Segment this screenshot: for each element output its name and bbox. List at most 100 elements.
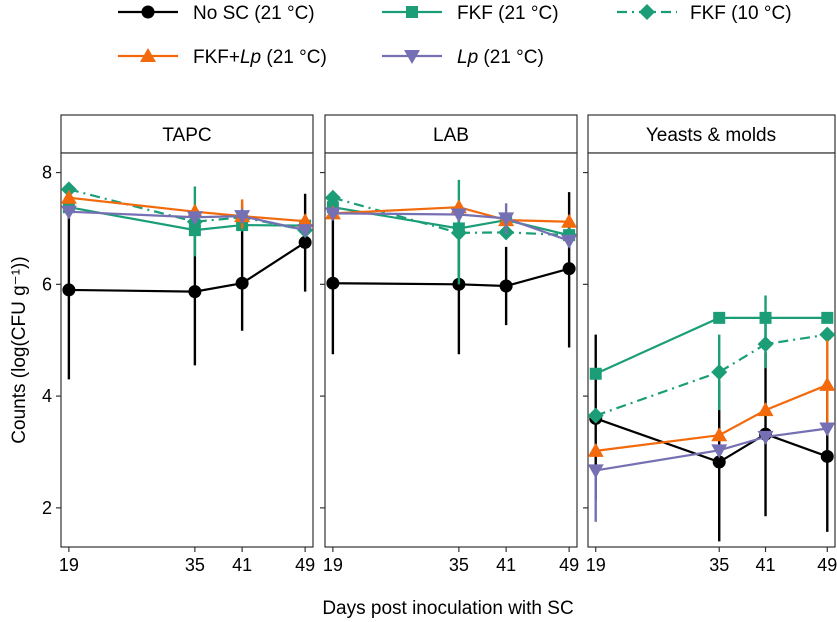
point-lp-19	[60, 205, 77, 220]
panel-data-lab	[324, 179, 578, 355]
series-line-lp	[332, 212, 570, 242]
point-lp-49	[819, 422, 836, 437]
x-tick-label-yeasts-molds-19: 19	[586, 555, 606, 575]
point-fkf10-41	[757, 336, 774, 353]
strip-label-lab: LAB	[433, 125, 469, 146]
panel-yeasts-molds: Yeasts & molds	[587, 114, 836, 548]
series-line-lp	[68, 210, 306, 232]
legend: No SC (21 °C) FKF (21 °C) FKF (10 °C) FK…	[118, 3, 792, 68]
legend-entry-fkf21: FKF (21 °C)	[382, 3, 559, 24]
point-fkflp-49	[297, 213, 314, 228]
panel-lab: LAB	[324, 114, 578, 548]
legend-entry-no-sc: No SC (21 °C)	[118, 3, 315, 24]
point-lp-19	[587, 464, 604, 479]
y-axis-title: Counts (log(CFU g⁻¹))	[9, 256, 30, 443]
point-fkf21-49	[821, 311, 834, 324]
point-nosc-19	[62, 283, 76, 297]
legend-marker-lp	[404, 50, 420, 64]
point-fkf10-19	[587, 407, 604, 424]
legend-entry-lp: Lp (21 °C)	[382, 47, 544, 68]
series-line-nosc	[68, 241, 306, 293]
point-nosc-35	[188, 285, 202, 299]
series-fkf21-yeasts-molds	[589, 295, 834, 380]
legend-label-fkf21: FKF (21 °C)	[457, 3, 559, 24]
point-lp-41	[234, 210, 251, 225]
point-nosc-19	[326, 276, 340, 290]
series-line-lp	[595, 427, 828, 472]
point-lp-49	[297, 224, 314, 239]
point-fkf21-41	[759, 311, 772, 324]
series-fkflp-yeasts-molds	[587, 340, 836, 457]
legend-symbol-fkf10	[639, 4, 655, 20]
point-lp-49	[561, 234, 578, 249]
point-nosc-49	[820, 449, 834, 463]
point-fkf21-19	[589, 367, 602, 380]
x-tick-label-lab-41: 41	[496, 555, 516, 575]
y-tick-label-2: 2	[42, 498, 52, 518]
x-tick-label-tapc-35: 35	[185, 555, 205, 575]
point-lp-35	[711, 444, 728, 459]
series-line-fkf21	[595, 316, 828, 375]
point-fkflp-35	[711, 427, 728, 442]
series-line-nosc	[332, 267, 570, 288]
series-lp-yeasts-molds	[587, 422, 836, 522]
x-tick-label-yeasts-molds-35: 35	[709, 555, 729, 575]
legend-marker-no-sc	[141, 5, 155, 19]
legend-label-no-sc: No SC (21 °C)	[193, 3, 315, 24]
legend-symbol-fkflp	[140, 48, 156, 62]
series-line-fkf21	[68, 206, 306, 232]
point-nosc-35	[712, 455, 726, 469]
x-tick-label-lab-19: 19	[323, 555, 343, 575]
point-fkflp-41	[757, 402, 774, 417]
series-lp-lab	[324, 203, 578, 249]
point-fkf10-19	[60, 181, 77, 198]
point-fkf10-35	[450, 224, 467, 241]
panel-data-yeasts-molds	[587, 295, 836, 542]
legend-marker-fkf21	[406, 6, 418, 18]
strip-label-yeasts-molds: Yeasts & molds	[646, 125, 776, 146]
point-fkf21-35	[713, 311, 726, 324]
y-tick-label-8: 8	[42, 163, 52, 183]
panel-data-tapc	[60, 181, 314, 380]
x-tick-label-tapc-49: 49	[295, 555, 315, 575]
point-nosc-41	[235, 276, 249, 290]
series-fkf10-yeasts-molds	[587, 320, 836, 424]
legend-symbol-nosc	[141, 5, 155, 19]
point-lp-41	[757, 430, 774, 445]
legend-entry-fkf10: FKF (10 °C)	[617, 3, 792, 24]
point-lp-41	[498, 212, 515, 227]
point-fkf10-19	[324, 189, 341, 206]
x-tick-label-yeasts-molds-49: 49	[817, 555, 837, 575]
point-lp-19	[324, 207, 341, 222]
point-fkflp-49	[561, 213, 578, 228]
y-tick-label-4: 4	[42, 386, 52, 406]
point-fkflp-19	[587, 442, 604, 457]
point-lp-35	[450, 208, 467, 223]
y-tick-label-6: 6	[42, 274, 52, 294]
legend-entry-fkf-lp: FKF+Lp (21 °C)	[118, 47, 327, 68]
strip-label-tapc: TAPC	[162, 125, 211, 146]
legend-symbol-fkf21	[406, 6, 418, 18]
point-fkf10-35	[711, 364, 728, 381]
point-nosc-49	[562, 262, 576, 276]
x-tick-label-lab-35: 35	[449, 555, 469, 575]
point-nosc-41	[499, 279, 513, 293]
series-line-fkf10	[595, 333, 828, 417]
x-tick-label-lab-49: 49	[559, 555, 579, 575]
series-line-fkflp	[332, 206, 570, 223]
legend-marker-fkf10	[639, 4, 655, 20]
legend-label-lp: Lp (21 °C)	[457, 47, 544, 68]
series-line-fkflp	[68, 196, 306, 223]
x-axis-title: Days post inoculation with SC	[322, 598, 573, 619]
x-tick-label-tapc-41: 41	[232, 555, 252, 575]
x-axis: 19 35 41 49 19 35 41 49 19 35 41 49	[59, 547, 837, 575]
series-line-fkf21	[332, 206, 570, 237]
plot-layer	[60, 179, 836, 542]
series-line-fkflp	[595, 383, 828, 452]
point-nosc-49	[298, 235, 312, 249]
y-axis: 2 4 6 8	[42, 163, 588, 518]
legend-label-fkf10: FKF (10 °C)	[690, 3, 792, 24]
series-line-fkf10	[332, 196, 570, 237]
x-tick-label-yeasts-molds-41: 41	[756, 555, 776, 575]
